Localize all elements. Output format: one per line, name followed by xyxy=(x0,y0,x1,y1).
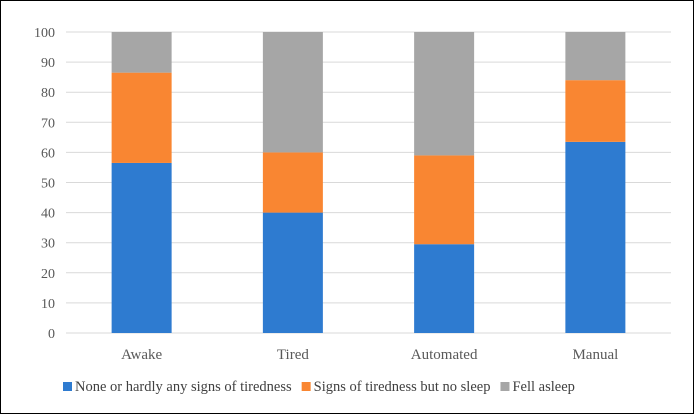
bar-segment-awake-series-3 xyxy=(111,32,172,73)
x-axis-categories: Awake Tired Automated Manual xyxy=(121,347,618,363)
x-category-label: Tired xyxy=(277,347,309,363)
x-category-label: Manual xyxy=(572,347,618,363)
legend-swatch xyxy=(63,382,72,391)
y-tick-label: 30 xyxy=(41,237,55,252)
bar-segment-manual-series-3 xyxy=(565,32,626,81)
x-category-label: Automated xyxy=(411,347,478,363)
y-tick-label: 70 xyxy=(41,116,55,131)
bar-segment-automated-series-3 xyxy=(414,32,475,156)
bar-segment-manual-series-1 xyxy=(565,141,626,333)
bar-segment-tired-series-1 xyxy=(262,212,323,333)
legend-swatch xyxy=(301,382,311,391)
y-axis-ticks: 0 10 20 30 40 50 60 70 80 90 100 xyxy=(34,26,55,342)
bar-segment-manual-series-2 xyxy=(565,80,626,142)
legend-label: Signs of tiredness but no sleep xyxy=(314,379,491,395)
legend-swatch xyxy=(500,382,510,391)
bar-segment-automated-series-1 xyxy=(414,244,475,333)
bar-segment-tired-series-3 xyxy=(262,32,323,153)
y-tick-label: 40 xyxy=(41,207,55,222)
bar-segment-awake-series-1 xyxy=(111,162,172,333)
y-tick-label: 80 xyxy=(41,86,55,101)
legend-label: None or hardly any signs of tiredness xyxy=(75,379,292,395)
y-tick-label: 60 xyxy=(41,146,55,161)
legend-label: Fell asleep xyxy=(512,379,574,395)
y-tick-label: 10 xyxy=(41,297,55,312)
legend: None or hardly any signs of tiredness Sig… xyxy=(63,379,575,395)
bar-segment-tired-series-2 xyxy=(262,152,323,213)
y-tick-label: 100 xyxy=(34,26,55,41)
x-category-label: Awake xyxy=(121,347,162,363)
bar-segment-automated-series-2 xyxy=(414,155,475,245)
bars xyxy=(111,32,626,333)
y-tick-label: 90 xyxy=(41,56,55,71)
bar-segment-awake-series-2 xyxy=(111,72,172,163)
y-tick-label: 50 xyxy=(41,177,55,192)
y-tick-label: 0 xyxy=(48,327,55,342)
y-tick-label: 20 xyxy=(41,267,55,282)
